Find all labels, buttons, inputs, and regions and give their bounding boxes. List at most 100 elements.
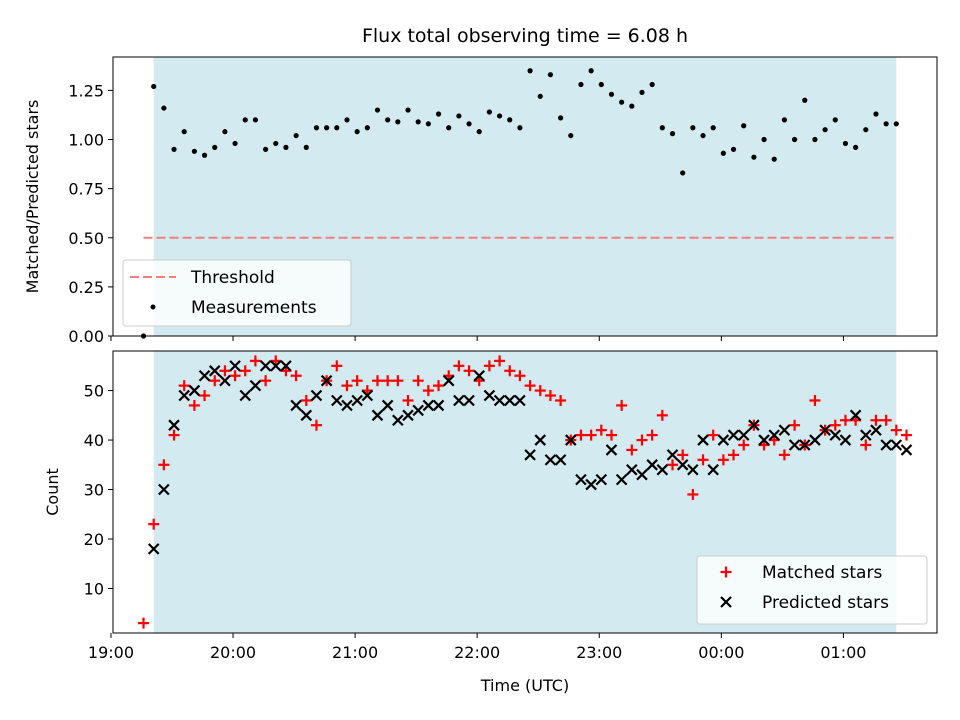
measurement-point (507, 117, 513, 123)
predicted-star-point (392, 414, 404, 427)
predicted-star-point (147, 543, 160, 555)
matched-star-point (890, 424, 902, 436)
matched-stars-legend-label: Matched stars (762, 563, 882, 583)
matched-stars-legend-marker (720, 566, 732, 578)
matched-star-point (138, 617, 150, 629)
measurement-point (659, 125, 665, 131)
predicted-star-point (880, 439, 892, 451)
measurement-point (883, 121, 889, 127)
measurement-point (751, 154, 757, 160)
predicted-star-point (412, 404, 424, 417)
measurement-point (303, 144, 309, 150)
measurement-point (598, 81, 604, 88)
measurement-point (273, 140, 279, 147)
predicted-star-point (473, 369, 486, 382)
predicted-star-point (819, 424, 831, 436)
predicted-star-point (798, 439, 811, 451)
measurement-point (781, 117, 788, 123)
predicted-star-point (208, 365, 221, 377)
count-axes-frame (112, 350, 938, 634)
predicted-star-point (493, 394, 506, 407)
threshold-legend-label: Threshold (190, 268, 275, 288)
matched-star-point (900, 429, 912, 441)
predicted-star-point (778, 424, 791, 436)
ratio-axes-frame (112, 56, 938, 337)
predicted-star-point (422, 399, 435, 412)
predicted-star-point (442, 374, 455, 387)
predicted-star-point (687, 463, 699, 476)
predicted-star-point (636, 468, 648, 481)
predicted-star-point (483, 389, 496, 402)
matched-star-point (483, 360, 495, 372)
matched-star-point (453, 360, 465, 372)
ratio-x-ticks (110, 336, 844, 341)
measurement-point (741, 123, 747, 129)
measurement-point (293, 132, 299, 139)
measurements-legend-label: Measurements (191, 298, 317, 318)
predicted-star-point (341, 399, 353, 412)
count-y-axis-label: Count (43, 468, 62, 516)
predicted-star-point (239, 389, 252, 402)
measurement-point (527, 68, 533, 74)
predicted-star-point (615, 473, 628, 486)
matched-star-point (300, 394, 312, 406)
matched-star-point (534, 385, 546, 397)
matched-star-point (433, 380, 445, 392)
predicted-star-point (737, 429, 750, 441)
matched-star-point (829, 419, 841, 431)
measurement-point (181, 129, 187, 135)
count-y-ticks: 10 20 30 40 50 (84, 382, 113, 598)
matched-star-point (158, 459, 170, 471)
predicted-star-point (249, 379, 262, 392)
measurement-point (608, 91, 615, 97)
time-x-tick-label: 22:00 (454, 643, 500, 662)
matched-star-point (514, 370, 526, 382)
measurement-point (568, 132, 574, 139)
predicted-star-point (554, 454, 567, 466)
predicted-star-point (870, 424, 882, 436)
predicted-star-point (707, 463, 719, 476)
measurement-point (802, 97, 808, 103)
measurement-point (547, 72, 554, 78)
predicted-star-point (900, 444, 913, 456)
matched-star-point (494, 355, 506, 367)
measurement-point (893, 121, 899, 127)
ratio-y-tick-label: 0.00 (68, 327, 104, 346)
count-legend-box (696, 555, 928, 625)
predicted-star-point (188, 384, 201, 397)
measurement-point (466, 121, 472, 127)
predicted-star-point (320, 374, 333, 387)
measurement-point (354, 129, 360, 135)
matched-star-point (717, 454, 729, 466)
count-y-tick-label: 20 (84, 530, 104, 549)
chart-title: Flux total observing time = 6.08 h (362, 25, 688, 47)
matched-star-point (463, 365, 475, 377)
measurement-point (619, 99, 625, 105)
ratio-y-tick-label: 1.00 (68, 131, 104, 150)
matched-star-point (392, 375, 404, 387)
matched-star-point (605, 429, 617, 441)
matched-star-point (707, 429, 719, 441)
predicted-star-point (748, 419, 760, 431)
measurement-point (669, 131, 676, 137)
predicted-star-point (300, 409, 313, 422)
measurement-point (212, 144, 218, 150)
predicted-star-point (280, 360, 292, 372)
matched-star-point (219, 365, 231, 377)
matched-star-point (646, 429, 658, 441)
predicted-star-point (676, 459, 689, 471)
time-x-ticks: 19:00 20:00 21:00 22:00 23:00 00:00 01:00 (88, 633, 866, 662)
measurement-point (853, 144, 859, 150)
matched-star-point (636, 434, 648, 446)
ratio-panel: 0.00 0.25 0.50 0.75 1.00 1.25 Flux total obse… (23, 25, 938, 346)
count-y-tick-label: 10 (84, 579, 104, 598)
matched-stars-legend-swatch (720, 566, 732, 578)
predicted-star-point (646, 459, 658, 471)
predicted-star-point (168, 419, 180, 431)
predicted-star-point (839, 434, 852, 446)
measurement-point (334, 125, 340, 131)
predicted-star-point (290, 399, 302, 412)
measurement-point (629, 103, 635, 109)
predicted-star-point (727, 429, 740, 441)
